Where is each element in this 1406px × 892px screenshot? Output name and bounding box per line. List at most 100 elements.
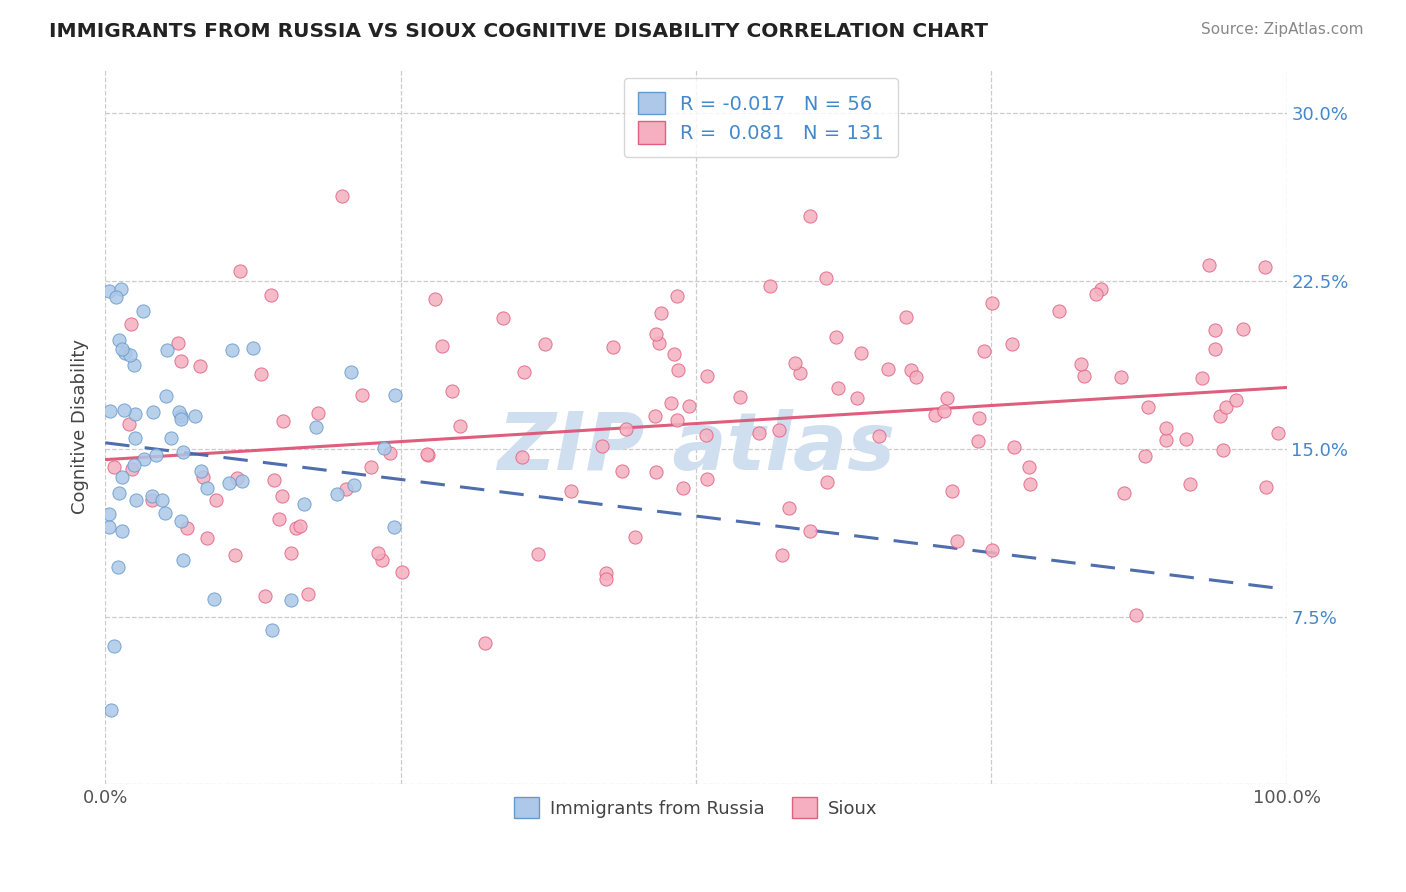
Text: Source: ZipAtlas.com: Source: ZipAtlas.com [1201,22,1364,37]
Point [103,639,125,653]
Point [132,303,155,318]
Point [172,445,194,459]
Point [166,335,188,350]
Point [474,636,496,650]
Point [108,333,131,347]
Point [595,566,617,580]
Point [1154,421,1177,435]
Point [425,292,447,306]
Point [307,406,329,420]
Point [696,472,718,486]
Point [132,451,155,466]
Point [391,565,413,579]
Point [1070,357,1092,371]
Point [190,465,212,479]
Point [195,481,218,495]
Point [260,623,283,637]
Point [973,344,995,359]
Point [1090,281,1112,295]
Point [924,408,946,422]
Point [748,425,770,440]
Point [229,264,252,278]
Point [280,545,302,559]
Point [292,497,315,511]
Point [644,409,666,423]
Point [145,448,167,462]
Point [107,559,129,574]
Point [98,404,121,418]
Point [513,365,536,379]
Point [124,431,146,445]
Point [668,363,690,377]
Point [1254,480,1277,494]
Point [662,347,685,361]
Point [370,552,392,566]
Point [1209,409,1232,424]
Point [814,271,837,285]
Point [150,493,173,508]
Point [122,458,145,473]
Point [1085,286,1108,301]
Point [159,432,181,446]
Point [1225,392,1247,407]
Point [297,587,319,601]
Point [602,340,624,354]
Point [1175,432,1198,446]
Point [492,310,515,325]
Point [728,390,751,404]
Point [340,365,363,379]
Point [1254,260,1277,274]
Point [100,703,122,717]
Point [108,485,131,500]
Point [1204,323,1226,337]
Point [104,290,127,304]
Point [644,327,666,342]
Point [759,278,782,293]
Point [202,591,225,606]
Point [97,520,120,534]
Point [242,341,264,355]
Point [343,478,366,492]
Point [966,434,988,448]
Point [111,524,134,538]
Point [269,512,291,526]
Point [360,459,382,474]
Point [156,343,179,357]
Point [1204,343,1226,357]
Point [263,473,285,487]
Point [124,407,146,421]
Point [696,369,718,384]
Point [378,446,401,460]
Point [176,521,198,535]
Point [335,482,357,496]
Point [981,296,1004,310]
Point [695,428,717,442]
Point [591,439,613,453]
Point [644,465,666,479]
Point [170,354,193,368]
Legend: Immigrants from Russia, Sioux: Immigrants from Russia, Sioux [508,790,884,825]
Point [1125,607,1147,622]
Point [932,403,955,417]
Point [254,589,277,603]
Point [815,475,838,489]
Point [666,412,689,426]
Point [896,310,918,325]
Point [935,392,957,406]
Point [170,409,193,423]
Point [1180,477,1202,491]
Point [560,483,582,498]
Point [827,381,849,395]
Point [1133,449,1156,463]
Point [103,460,125,475]
Point [221,343,243,357]
Point [1112,485,1135,500]
Point [1018,460,1040,475]
Point [288,519,311,533]
Point [111,470,134,484]
Text: ZIP atlas: ZIP atlas [496,409,896,487]
Point [205,492,228,507]
Point [188,359,211,373]
Point [900,362,922,376]
Point [778,501,800,516]
